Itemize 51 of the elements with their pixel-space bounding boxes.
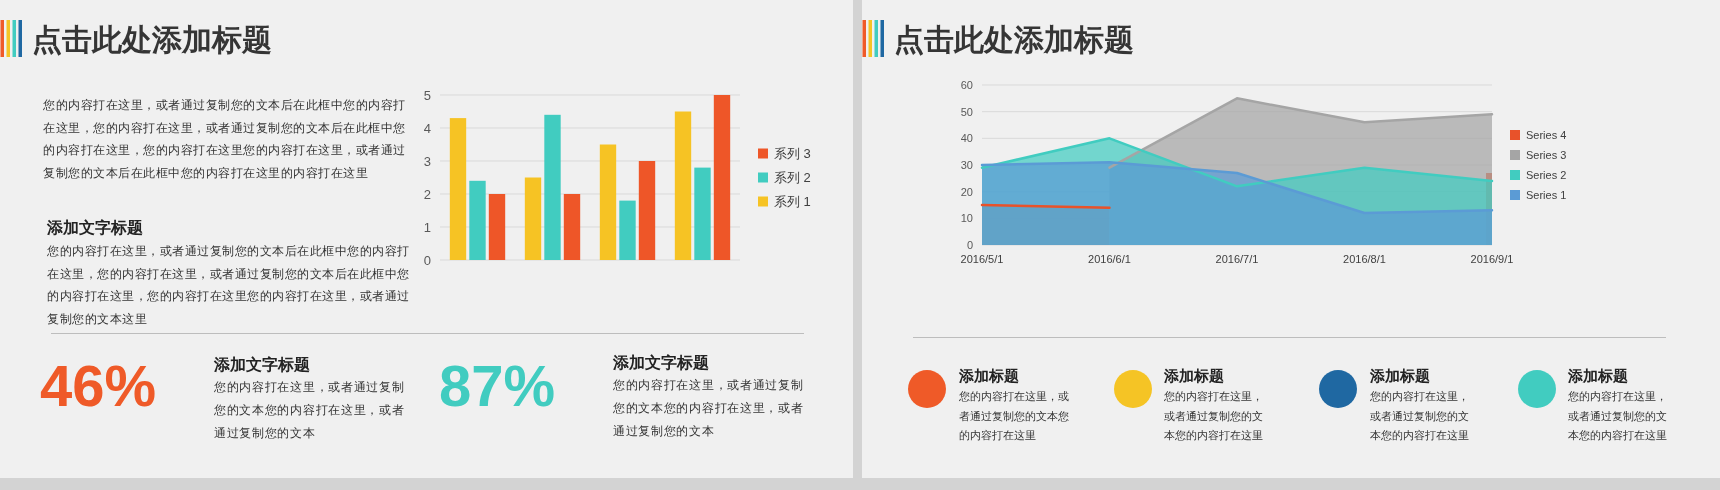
annotation: 您的内容打在这里，或者通过复制您的文本后在此框中您的内容打在这里，您的内容打在这里，或者通过复制您的文本后在此框中您的内容打在这里，您的内容打在这里您的内容打在这里，或者通过复制您的文本这里 — [47, 243, 411, 329]
annotation: 您的内容打在这里，或者通过复制您的文本您的内容打在这里 — [959, 389, 1070, 443]
title: 点击此处添加标题 — [894, 22, 1134, 58]
annotation: 您的内容打在这里，或者通过复制您的文本您的内容打在这里，或者通过复制您的文本 — [214, 379, 406, 442]
xtick-label: 2016/5/1 — [960, 253, 1004, 265]
annotation: 46% — [40, 357, 157, 415]
ytick-label: 5 — [423, 87, 431, 103]
ytick-label: 0 — [966, 238, 973, 251]
legend-item: 系列 3 — [758, 146, 811, 162]
ytick-label: 2 — [423, 186, 431, 202]
annotation: 添加标题 — [1568, 366, 1628, 386]
legend-label: Series 3 — [1526, 148, 1567, 161]
legend-label: Series 1 — [1526, 188, 1567, 201]
annotation: 您的内容打在这里，或者通过复制您的文本您的内容打在这里 — [1164, 389, 1264, 443]
legend-item: Series 1 — [1510, 188, 1567, 201]
ytick-label: 10 — [960, 212, 973, 225]
title: 点击此处添加标题 — [32, 22, 272, 58]
annotation: 您的内容打在这里，或者通过复制您的文本您的内容打在这里 — [1370, 389, 1470, 443]
xtick-label: 2016/9/1 — [1470, 253, 1514, 265]
legend-label: 系列 1 — [774, 194, 811, 210]
ytick-label: 40 — [960, 132, 973, 145]
ytick-label: 60 — [960, 78, 973, 91]
annotation: 添加文字标题 — [613, 353, 709, 373]
ytick-label: 0 — [423, 252, 431, 268]
xtick-label: 2016/7/1 — [1215, 253, 1259, 265]
annotation: 您的内容打在这里，或者通过复制您的文本您的内容打在这里 — [1568, 389, 1668, 443]
annotation: 添加文字标题 — [47, 218, 143, 238]
xtick-label: 2016/8/1 — [1343, 253, 1386, 265]
xtick-label: 2016/6/1 — [1088, 253, 1131, 265]
ytick-label: 30 — [960, 158, 973, 171]
ytick-label: 4 — [423, 120, 431, 136]
legend-item: Series 4 — [1510, 128, 1567, 141]
ytick-label: 20 — [960, 185, 973, 198]
legend-label: 系列 2 — [774, 170, 811, 186]
legend-label: 系列 3 — [774, 146, 811, 162]
ytick-label: 3 — [423, 153, 431, 169]
annotation: 添加标题 — [1370, 366, 1430, 386]
annotation: 87% — [439, 357, 556, 415]
annotation: 添加标题 — [959, 366, 1019, 386]
annotation: 您的内容打在这里，或者通过复制您的文本后在此框中您的内容打在这里，您的内容打在这里，或者通过复制您的文本后在此框中您的内容打在这里，您的内容打在这里您的内容打在这里，或者通过复制您的文本后在此框中您的内容打在这里的内容打在这里 — [43, 97, 407, 183]
ytick-label: 50 — [960, 105, 973, 118]
legend-item: 系列 2 — [758, 170, 811, 186]
legend-label: Series 4 — [1526, 128, 1567, 141]
ytick-label: 1 — [423, 219, 431, 235]
legend-item: Series 2 — [1510, 168, 1567, 181]
legend-label: Series 2 — [1526, 168, 1567, 181]
legend-item: 系列 1 — [758, 194, 811, 210]
legend-item: Series 3 — [1510, 148, 1567, 161]
annotation: 您的内容打在这里，或者通过复制您的文本您的内容打在这里，或者通过复制您的文本 — [613, 377, 805, 440]
annotation: 添加标题 — [1164, 366, 1224, 386]
annotation: 添加文字标题 — [214, 355, 310, 375]
